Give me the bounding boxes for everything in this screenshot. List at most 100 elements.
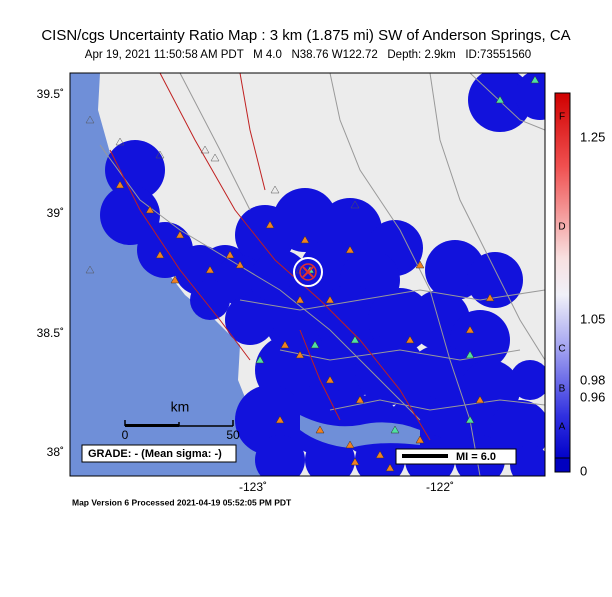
grade-letter: A [559, 422, 566, 433]
station [265, 220, 275, 229]
grade-letter: D [558, 222, 565, 233]
title: CISN/cgs Uncertainty Ratio Map : 3 km (1… [41, 27, 570, 44]
fault [239, 73, 266, 191]
lon-label: -122˚ [426, 480, 454, 494]
station [295, 295, 305, 304]
station [465, 415, 475, 424]
lon-label: -123˚ [239, 480, 267, 494]
station [275, 415, 285, 424]
map [70, 73, 545, 476]
colorbar-tick: 0.98 [580, 372, 605, 387]
legend-label: MI = 6.0 [456, 451, 496, 463]
blob [515, 73, 545, 120]
station [355, 395, 365, 404]
grade-letter: C [558, 344, 565, 355]
epicenter [293, 257, 323, 287]
blob [510, 445, 545, 476]
station [465, 325, 475, 334]
colorbar-tick: 1.05 [580, 311, 605, 326]
station [280, 340, 290, 349]
lat-label: 38.5˚ [37, 326, 64, 340]
grade-box [81, 444, 237, 463]
station [200, 145, 210, 154]
colorbar: F D C B A 1.25 1.05 0.98 0.96 0 [554, 92, 605, 478]
station [390, 425, 400, 434]
station [115, 180, 125, 189]
station [495, 95, 505, 104]
station [170, 275, 180, 284]
station [155, 150, 165, 159]
lat-label: 38˚ [47, 445, 64, 459]
colorbar-gradient [554, 92, 571, 461]
legend-box [395, 448, 517, 465]
station [405, 335, 415, 344]
station [325, 375, 335, 384]
road [469, 73, 545, 131]
station [315, 425, 325, 434]
colorbar-zero [554, 457, 571, 473]
station [255, 355, 265, 364]
blob [190, 280, 230, 320]
scale-end: 50 [226, 428, 240, 442]
station [310, 340, 320, 349]
station [465, 350, 475, 359]
road [329, 399, 545, 411]
station [475, 395, 485, 404]
station [375, 450, 385, 459]
station [485, 293, 495, 302]
epicenter-star [302, 266, 314, 278]
scale-unit: km [171, 399, 190, 415]
blob [255, 435, 305, 476]
colorbar-tick: 0 [580, 463, 587, 478]
scale-segment [125, 424, 179, 427]
road [99, 144, 421, 421]
station [270, 185, 280, 194]
station [175, 230, 185, 239]
station [350, 457, 360, 466]
scale-start: 0 [122, 428, 129, 442]
station [350, 200, 360, 209]
stations [85, 75, 540, 472]
road [279, 349, 521, 361]
station [145, 205, 155, 214]
station [345, 245, 355, 254]
road [429, 73, 545, 361]
station [85, 265, 95, 274]
station [415, 435, 425, 444]
fault [109, 149, 251, 361]
station [530, 75, 540, 84]
bay [300, 415, 420, 448]
grade-letter: F [559, 112, 565, 123]
footer: Map Version 6 Processed 2021-04-19 05:52… [72, 497, 292, 507]
station [295, 350, 305, 359]
lat-label: 39˚ [47, 206, 64, 220]
station [415, 260, 425, 269]
scale-bar: km 0 50 [122, 399, 240, 442]
contour [299, 263, 317, 281]
station [210, 153, 220, 162]
station [155, 250, 165, 259]
colorbar-tick: 1.25 [580, 129, 605, 144]
station [85, 115, 95, 124]
blob [225, 295, 275, 345]
grade: GRADE: - (Mean sigma: -) [88, 448, 222, 460]
station [115, 137, 125, 146]
station [205, 265, 215, 274]
fault [299, 329, 341, 421]
blob [510, 360, 545, 400]
road [329, 73, 481, 476]
blob [100, 185, 160, 245]
station [325, 295, 335, 304]
station [345, 440, 355, 449]
road [179, 73, 251, 211]
station [350, 335, 360, 344]
station [385, 463, 395, 472]
subtitle: Apr 19, 2021 11:50:58 AM PDT M 4.0 N38.7… [85, 49, 531, 61]
blob [450, 310, 510, 370]
station [235, 260, 245, 269]
station [225, 250, 235, 259]
blob [467, 252, 523, 308]
grade-letter: B [559, 384, 566, 395]
station [300, 235, 310, 244]
